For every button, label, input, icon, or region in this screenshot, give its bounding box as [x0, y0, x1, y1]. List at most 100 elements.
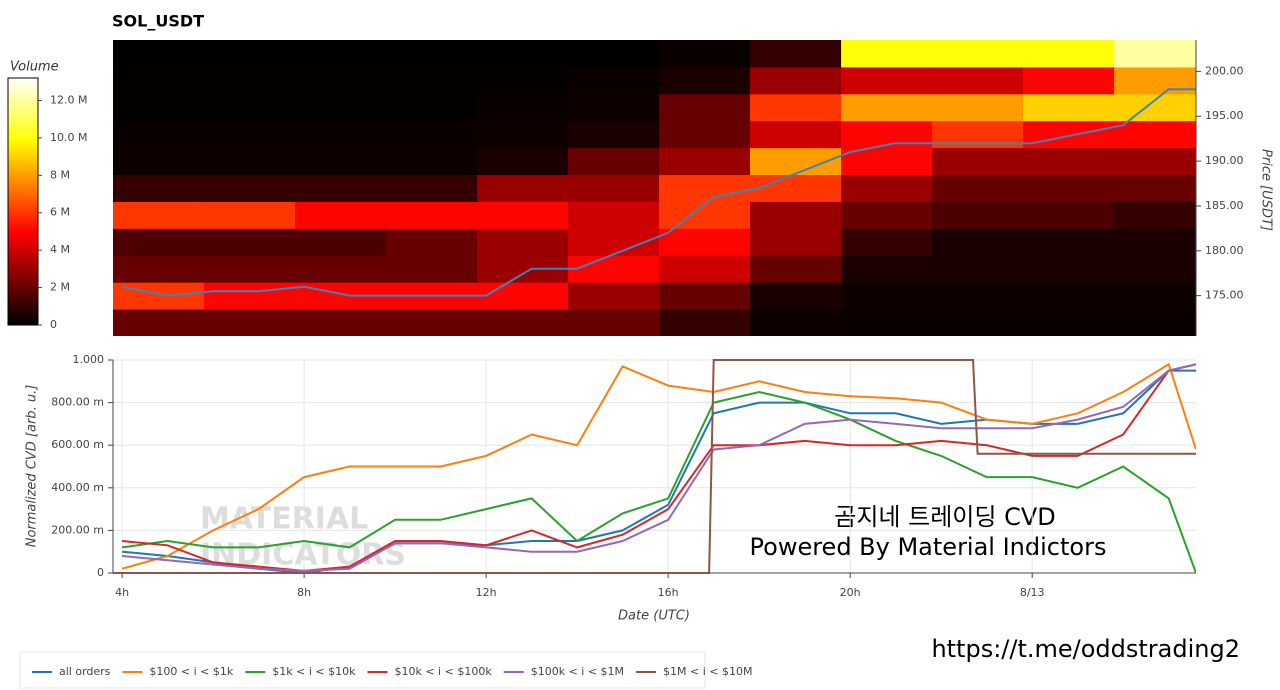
y-tick-label: 0	[97, 566, 104, 579]
heatmap-cell	[750, 309, 842, 336]
y-tick-label: 200.00	[1205, 64, 1244, 77]
heatmap-cell	[659, 255, 751, 283]
heatmap-cell	[841, 255, 933, 283]
heatmap-cell	[113, 309, 205, 336]
heatmap-cell	[386, 120, 478, 149]
heatmap-cell	[477, 174, 569, 202]
heatmap-cell	[477, 309, 569, 336]
heatmap-cell	[1023, 201, 1115, 229]
y-axis-label: Normalized CVD [arb. u.]	[25, 385, 40, 548]
x-axis-label: Date (UTC)	[618, 609, 690, 624]
heatmap-cell	[568, 120, 660, 149]
heatmap-cell	[204, 40, 296, 68]
heatmap-cell	[295, 309, 387, 336]
legend-label[interactable]: all orders	[59, 665, 111, 678]
heatmap-cell	[1023, 228, 1115, 256]
y-tick-label: 190.00	[1205, 154, 1244, 167]
heatmap-cell	[113, 40, 205, 68]
heatmap-cell	[932, 201, 1024, 229]
heatmap-cell	[750, 93, 842, 122]
heatmap-cell	[386, 201, 478, 229]
heatmap-cell	[750, 255, 842, 283]
heatmap-cell	[386, 255, 478, 283]
heatmap-cell	[568, 40, 660, 68]
heatmap-cell	[1114, 147, 1196, 176]
heatmap-cell	[841, 228, 933, 256]
heatmap-cell	[1023, 40, 1115, 68]
heatmap-cell	[204, 66, 296, 95]
heatmap-cell	[932, 40, 1024, 68]
heatmap-cell	[386, 174, 478, 202]
heatmap-cell	[1023, 282, 1115, 310]
heatmap-cell	[204, 228, 296, 256]
heatmap-cell	[1114, 93, 1196, 122]
heatmap-cell	[477, 228, 569, 256]
heatmap-cell	[1023, 93, 1115, 122]
heatmap-cell	[204, 93, 296, 122]
heatmap-cell	[113, 201, 205, 229]
legend-label[interactable]: $10k < i < $100k	[394, 665, 492, 678]
heatmap-cell	[841, 201, 933, 229]
heatmap-cell	[295, 201, 387, 229]
heatmap-cell	[659, 228, 751, 256]
heatmap-cell	[386, 228, 478, 256]
heatmap-cell	[113, 93, 205, 122]
heatmap-cell	[113, 228, 205, 256]
x-tick-label: 12h	[476, 586, 497, 599]
heatmap-cell	[932, 93, 1024, 122]
caption: Powered By Material Indictors	[750, 533, 1107, 561]
heatmap-cell	[568, 93, 660, 122]
y-axis-label: Price [USDT]	[1259, 149, 1274, 231]
legend-label[interactable]: $1k < i < $10k	[272, 665, 356, 678]
heatmap-cell	[113, 120, 205, 149]
heatmap-cell	[477, 201, 569, 229]
x-tick-label: 8h	[297, 586, 311, 599]
colorbar-tick-label: 12.0 M	[50, 93, 87, 106]
x-tick-label: 8/13	[1020, 586, 1045, 599]
legend-box	[19, 651, 706, 689]
colorbar-tick-label: 10.0 M	[50, 131, 87, 144]
heatmap-cell	[295, 66, 387, 95]
x-tick-label: 4h	[115, 586, 129, 599]
legend-label[interactable]: $1M < i < $10M	[663, 665, 752, 678]
heatmap-cell	[1023, 147, 1115, 176]
heatmap-cell	[659, 174, 751, 202]
heatmap-cell	[1023, 66, 1115, 95]
x-tick-label: 16h	[658, 586, 679, 599]
heatmap-cell	[386, 66, 478, 95]
series-line	[121, 390, 1196, 574]
heatmap-cell	[841, 93, 933, 122]
heatmap-cell	[1114, 174, 1196, 202]
heatmap-cell	[295, 120, 387, 149]
heatmap-cell	[750, 66, 842, 95]
heatmap-cell	[295, 228, 387, 256]
chart-title: SOL_USDT	[112, 12, 204, 31]
heatmap-cell	[204, 255, 296, 283]
y-tick-label: 800.00 m	[51, 396, 104, 409]
y-tick-label: 195.00	[1205, 109, 1244, 122]
heatmap-cell	[204, 309, 296, 336]
heatmap-cell	[113, 66, 205, 95]
heatmap-cell	[477, 93, 569, 122]
y-tick-label: 185.00	[1205, 199, 1244, 212]
heatmap-cell	[568, 201, 660, 229]
heatmap-cell	[1114, 228, 1196, 256]
heatmap-cell	[932, 66, 1024, 95]
heatmap-cell	[659, 147, 751, 176]
heatmap-cell	[750, 282, 842, 310]
legend-label[interactable]: $100k < i < $1M	[531, 665, 624, 678]
legend-label[interactable]: $100 < i < $1k	[149, 665, 233, 678]
heatmap-cell	[750, 40, 842, 68]
colorbar-label: Volume	[10, 60, 59, 75]
heatmap-cell	[750, 201, 842, 229]
heatmap-cell	[568, 66, 660, 95]
series-line	[122, 363, 1196, 572]
heatmap-cell	[1114, 40, 1196, 68]
heatmap-cell	[568, 147, 660, 176]
caption: 곰지네 트레이딩 CVD	[834, 503, 1055, 531]
heatmap-cell	[568, 282, 660, 310]
heatmap-cell	[477, 66, 569, 95]
heatmap-cell	[750, 228, 842, 256]
heatmap-cell	[841, 40, 933, 68]
